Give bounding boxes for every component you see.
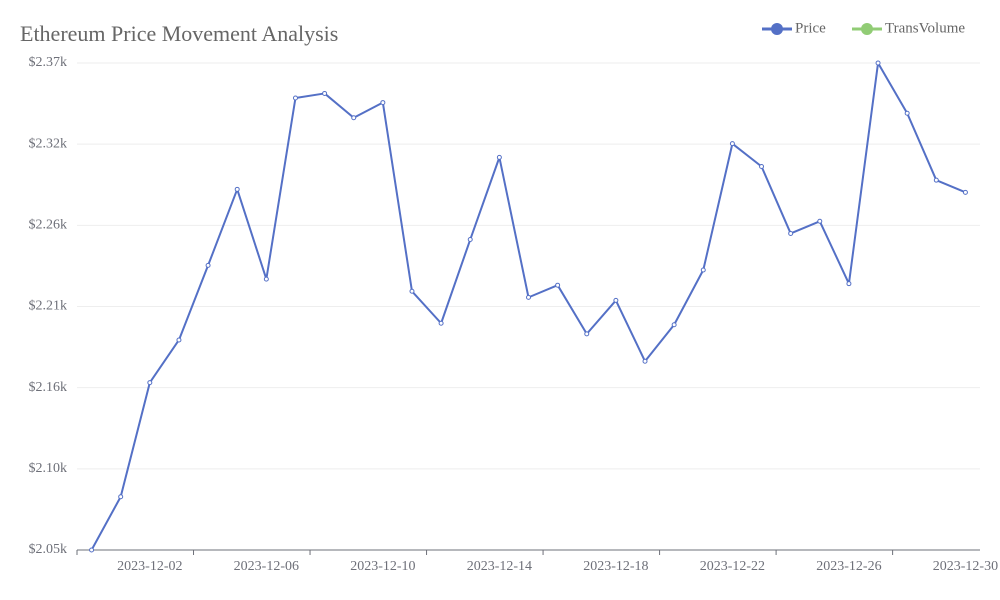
- data-point: [671, 322, 677, 328]
- data-point: [555, 282, 561, 288]
- data-point: [263, 276, 269, 282]
- data-point: [380, 100, 386, 106]
- data-point: [234, 186, 240, 192]
- data-point: [788, 230, 794, 236]
- data-point: [904, 110, 910, 116]
- data-point: [176, 337, 182, 343]
- data-point: [118, 494, 124, 500]
- data-point: [467, 237, 473, 243]
- data-point: [962, 189, 968, 195]
- x-tick-label: 2023-12-02: [117, 559, 182, 574]
- data-point: [933, 177, 939, 183]
- x-tick-label: 2023-12-06: [234, 559, 299, 574]
- y-tick-label: $2.21k: [29, 299, 68, 314]
- data-point: [642, 358, 648, 364]
- legend-marker: [861, 23, 873, 35]
- data-point: [351, 115, 357, 121]
- data-point: [292, 95, 298, 101]
- y-tick-label: $2.26k: [29, 218, 68, 233]
- x-tick-label: 2023-12-18: [583, 559, 648, 574]
- data-point: [147, 380, 153, 386]
- data-point: [700, 267, 706, 273]
- legend-text: Price: [795, 20, 826, 36]
- x-tick-label: 2023-12-26: [816, 559, 881, 574]
- data-point: [846, 281, 852, 287]
- data-point: [613, 297, 619, 303]
- y-tick-label: $2.16k: [29, 380, 68, 395]
- data-point: [584, 331, 590, 337]
- x-tick-label: 2023-12-10: [350, 559, 415, 574]
- x-tick-label: 2023-12-22: [700, 559, 765, 574]
- x-tick-label: 2023-12-30: [933, 559, 998, 574]
- data-point: [89, 547, 95, 553]
- data-point: [205, 262, 211, 268]
- x-tick-label: 2023-12-14: [467, 559, 532, 574]
- y-tick-label: $2.05k: [29, 542, 68, 557]
- data-point: [759, 163, 765, 169]
- chart-title: Ethereum Price Movement Analysis: [20, 21, 338, 46]
- legend-text: TransVolume: [885, 20, 965, 36]
- data-point: [526, 294, 531, 300]
- data-point: [875, 60, 881, 66]
- legend-marker: [771, 23, 783, 35]
- data-point: [729, 141, 735, 147]
- y-tick-label: $2.32k: [29, 136, 68, 151]
- data-point: [496, 154, 502, 160]
- y-tick-label: $2.10k: [29, 461, 68, 476]
- data-point: [817, 218, 823, 224]
- data-point: [438, 320, 444, 326]
- data-point: [409, 288, 415, 294]
- y-tick-label: $2.37k: [29, 55, 68, 70]
- data-point: [322, 90, 328, 96]
